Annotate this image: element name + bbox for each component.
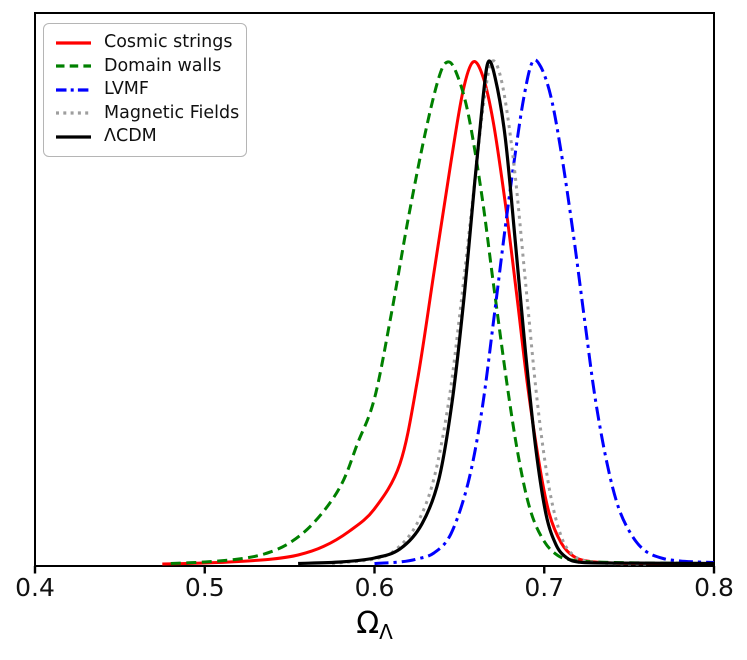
legend-label-lcdm: ΛCDM xyxy=(104,126,157,146)
legend-line-magnetic-fields-icon xyxy=(56,111,91,115)
legend-line-lcdm-icon xyxy=(56,135,91,139)
x-axis-title-subscript: Λ xyxy=(379,620,393,644)
legend-box: Cosmic strings Domain walls LVMF Magneti… xyxy=(43,23,247,157)
curve-lvmf xyxy=(374,58,715,565)
legend-label-cosmic-strings: Cosmic strings xyxy=(104,32,233,52)
legend-label-lvmf: LVMF xyxy=(104,79,149,99)
x-tick-label-0: 0.4 xyxy=(15,573,55,602)
x-axis-title: ΩΛ xyxy=(356,606,393,644)
legend-line-cosmic-strings-icon xyxy=(56,41,91,45)
curve-magnetic-fields xyxy=(331,59,647,566)
x-tick-label-4: 0.8 xyxy=(694,573,734,602)
legend-line-lvmf-icon xyxy=(56,88,91,92)
x-tick-label-1: 0.5 xyxy=(184,573,225,602)
legend-row-magnetic-fields: Magnetic Fields xyxy=(56,102,239,126)
legend-label-domain-walls: Domain walls xyxy=(104,55,222,76)
legend-line-domain-walls-icon xyxy=(56,64,91,68)
x-axis-title-base: Ω xyxy=(356,606,380,641)
x-tick-label-2: 0.6 xyxy=(354,573,395,602)
curve-cosmic-strings xyxy=(162,60,715,566)
legend-label-magnetic-fields: Magnetic Fields xyxy=(104,102,240,123)
legend-row-lcdm: ΛCDM xyxy=(56,125,234,149)
curve--cdm xyxy=(298,59,715,566)
legend-row-lvmf: LVMF xyxy=(56,78,234,102)
x-tick-label-3: 0.7 xyxy=(524,573,565,602)
curve-domain-walls xyxy=(170,60,715,565)
legend-row-cosmic-strings: Cosmic strings xyxy=(56,31,234,55)
legend-row-domain-walls: Domain walls xyxy=(56,55,234,79)
